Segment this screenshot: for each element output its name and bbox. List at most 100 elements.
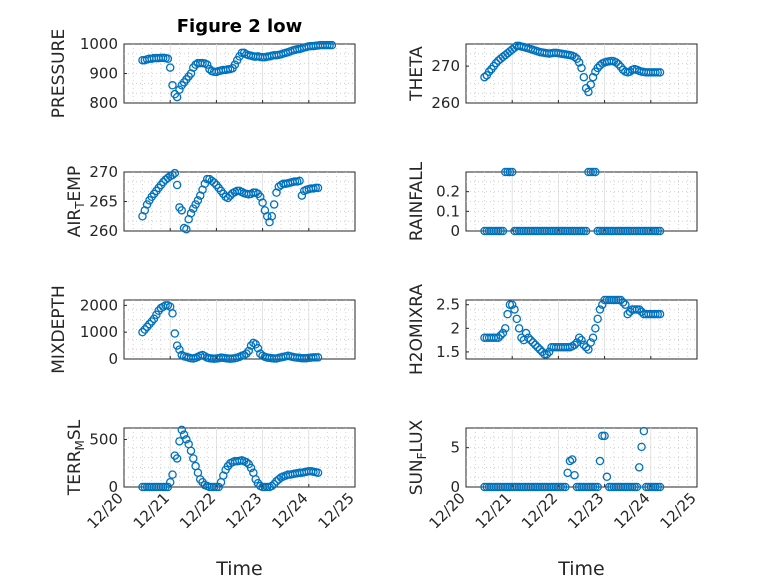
data-point <box>558 482 568 492</box>
data-point <box>621 300 630 309</box>
data-point <box>168 81 177 90</box>
data-point <box>142 200 152 209</box>
data-point <box>161 482 170 492</box>
air-temp-ytick-label: 270 <box>89 163 118 181</box>
data-point <box>311 183 320 193</box>
theta-ytick-label: 270 <box>431 57 460 75</box>
sun-flux-xlabel: Time <box>557 558 605 580</box>
data-point <box>651 226 660 236</box>
data-point <box>616 295 626 305</box>
data-point <box>651 482 660 492</box>
data-point <box>593 482 602 492</box>
data-point <box>142 322 152 332</box>
data-point <box>526 335 535 345</box>
terr-msl-xtick-label: 12/25 <box>315 489 358 532</box>
h2omixra-ylabel: H2OMIXRA <box>407 284 427 375</box>
data-point <box>535 345 545 354</box>
data-point <box>614 295 623 305</box>
data-point <box>521 328 531 338</box>
data-point <box>577 335 586 345</box>
data-point <box>494 333 503 343</box>
data-point <box>159 482 168 492</box>
theta-ylabel: THETA <box>407 46 427 102</box>
pressure-ytick-label: 1000 <box>80 35 118 53</box>
data-point <box>579 226 589 236</box>
data-point <box>179 430 189 439</box>
mixdepth-series <box>138 301 323 363</box>
data-point <box>507 300 517 309</box>
data-point <box>628 482 637 492</box>
data-point <box>586 167 595 177</box>
sun-flux-ytick-label: 0 <box>450 478 460 496</box>
h2omixra-ytick-label: 1.5 <box>436 343 460 361</box>
data-point <box>651 309 660 319</box>
data-point <box>244 346 253 356</box>
data-point <box>588 333 598 343</box>
data-point <box>540 350 549 359</box>
data-point <box>595 456 605 466</box>
sun-flux-xtick-label: 12/21 <box>472 489 515 532</box>
data-point <box>498 328 508 338</box>
sun-flux-ytick-label: 5 <box>450 439 460 457</box>
data-point <box>242 349 251 358</box>
data-point <box>618 298 628 307</box>
sun-flux-xtick-label: 12/25 <box>657 489 700 532</box>
pressure-ytick-label: 800 <box>89 94 118 112</box>
pressure-ylabel: PRESSURE <box>49 29 69 118</box>
data-point <box>168 309 177 318</box>
data-point <box>212 482 221 492</box>
data-point <box>593 314 602 324</box>
data-point <box>507 167 517 177</box>
sun-flux-xtick-label: 12/22 <box>518 489 561 532</box>
data-point <box>598 431 607 441</box>
terr-msl-xtick-label: 12/21 <box>130 489 173 532</box>
data-point <box>533 342 542 352</box>
data-point <box>639 426 649 436</box>
data-point <box>581 226 591 236</box>
sun-flux-xtick-label: 12/20 <box>426 489 469 532</box>
terr-msl-xtick-label: 12/24 <box>268 489 311 532</box>
rainfall-ytick-label: 0 <box>450 222 460 240</box>
data-point <box>505 300 515 309</box>
data-point <box>528 338 538 347</box>
data-point <box>653 309 662 319</box>
data-point <box>172 454 182 463</box>
data-point <box>498 226 508 236</box>
data-point <box>581 342 591 352</box>
data-point <box>249 188 258 197</box>
data-point <box>524 333 533 343</box>
data-point <box>327 40 337 50</box>
data-point <box>163 54 173 64</box>
data-point <box>602 472 612 482</box>
pressure-grid <box>124 44 355 103</box>
air-temp-ytick-label: 265 <box>89 193 118 211</box>
data-point <box>165 477 175 487</box>
data-point <box>313 353 323 362</box>
data-point <box>313 468 323 477</box>
data-point <box>246 463 256 473</box>
data-point <box>202 174 212 184</box>
data-point <box>175 85 184 94</box>
terr-msl-xtick-label: 12/22 <box>176 489 219 532</box>
data-point <box>588 167 598 177</box>
data-point <box>570 470 579 480</box>
data-point <box>496 331 505 340</box>
data-point <box>172 180 182 190</box>
data-point <box>223 193 233 203</box>
data-point <box>494 226 503 236</box>
data-point <box>586 80 595 89</box>
data-point <box>614 60 623 69</box>
data-point <box>491 58 501 68</box>
panel-sun-flux: 0 5 12/20 12/21 12/22 12/23 12/24 12/25 SUNFLUX T… <box>407 419 700 580</box>
data-point <box>165 63 175 72</box>
data-point <box>514 324 524 333</box>
data-point <box>269 200 279 209</box>
data-point <box>209 482 219 492</box>
data-point <box>207 176 217 186</box>
data-point <box>505 167 515 177</box>
data-point <box>565 456 575 466</box>
terr-msl-xtick-label: 12/20 <box>84 489 127 532</box>
panel-pressure: 800 900 1000 PRESSURE Figure 2 low <box>49 16 356 118</box>
